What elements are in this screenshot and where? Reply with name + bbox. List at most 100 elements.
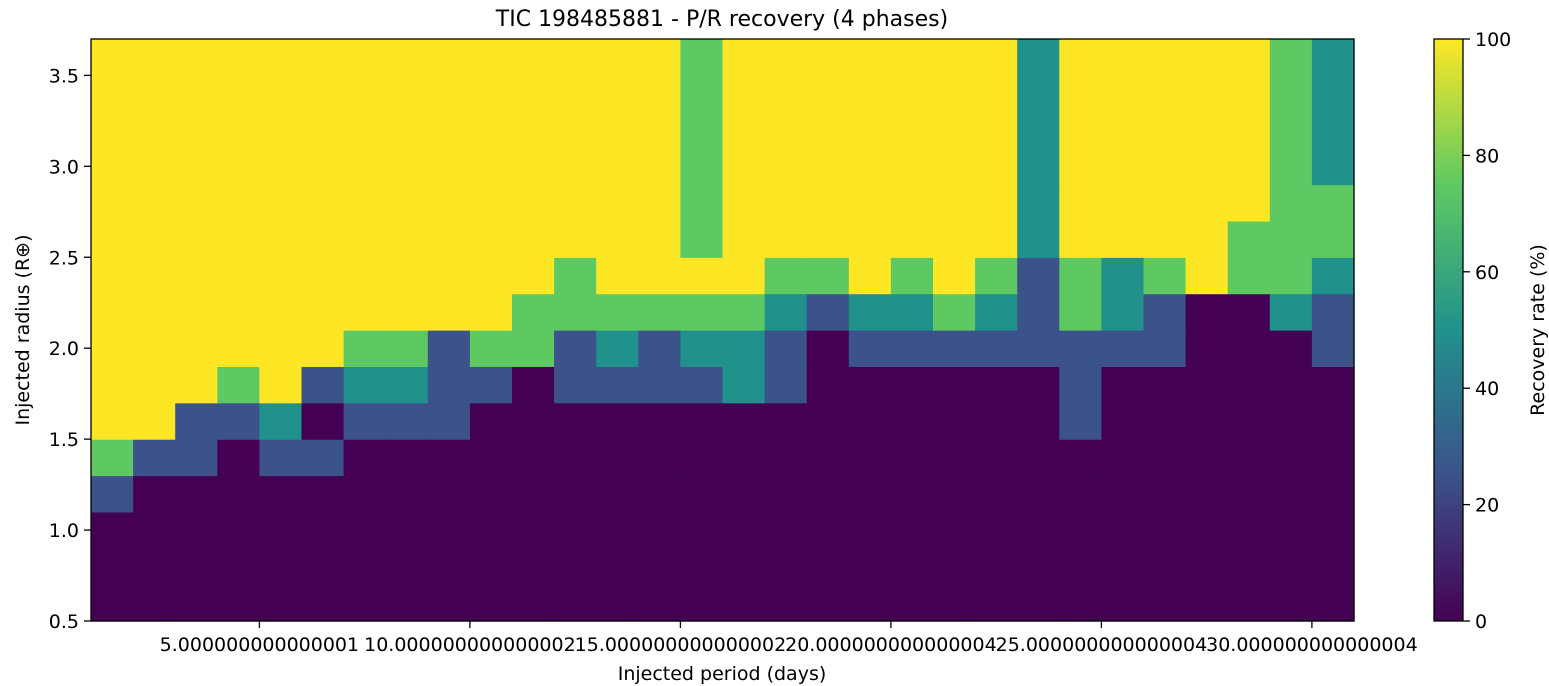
heatmap-cell xyxy=(512,293,555,331)
heatmap-cell xyxy=(1311,511,1355,622)
colorbar-tick-label: 80 xyxy=(1475,145,1499,167)
heatmap-cell xyxy=(680,184,724,222)
heatmap-cell xyxy=(469,366,513,404)
heatmap-cell xyxy=(638,475,681,513)
heatmap-cell xyxy=(217,257,260,295)
heatmap-cell xyxy=(848,257,892,295)
heatmap-cell xyxy=(596,475,639,513)
colorbar-label: Recovery rate (%) xyxy=(1527,244,1549,416)
heatmap-cell xyxy=(764,402,808,440)
heatmap-cell xyxy=(680,39,724,186)
heatmap-cell xyxy=(1017,257,1060,295)
heatmap-cell xyxy=(554,257,597,295)
heatmap-cell xyxy=(638,257,681,295)
heatmap-cell xyxy=(1059,220,1102,258)
x-axis-ticks: 5.000000000000001 10.00000000000000215.00… xyxy=(160,621,1418,656)
heatmap-cell xyxy=(1101,439,1145,477)
heatmap-cell xyxy=(385,511,429,622)
heatmap-cell xyxy=(91,184,134,222)
heatmap-cell xyxy=(890,511,934,622)
heatmap-cell xyxy=(1185,39,1229,186)
heatmap-cell xyxy=(975,511,1018,622)
heatmap-cell xyxy=(1101,220,1145,258)
heatmap-cell xyxy=(133,511,176,622)
chart-title: TIC 198485881 - P/R recovery (4 phases) xyxy=(495,7,948,32)
heatmap-cell xyxy=(301,39,345,186)
heatmap-cell xyxy=(259,402,303,440)
y-tick-label: 3.0 xyxy=(49,156,79,178)
heatmap-cell xyxy=(890,475,934,513)
heatmap-cell xyxy=(722,39,766,186)
heatmap-cell xyxy=(975,475,1018,513)
heatmap-cell xyxy=(596,39,639,186)
heatmap-cell xyxy=(554,330,597,367)
heatmap-cell xyxy=(1311,402,1355,440)
heatmap-cell xyxy=(1311,475,1355,513)
heatmap-cell xyxy=(933,511,976,622)
heatmap-cell xyxy=(596,366,639,404)
heatmap-cell xyxy=(1143,402,1187,440)
heatmap-cell xyxy=(722,257,766,295)
heatmap-cell xyxy=(301,330,345,367)
heatmap-cell xyxy=(343,402,387,440)
x-tick-label: 30.000000000000004 xyxy=(1206,634,1418,656)
heatmap-cell xyxy=(512,366,555,404)
heatmap-cell xyxy=(343,293,387,331)
heatmap-cell xyxy=(975,293,1018,331)
heatmap-cell xyxy=(848,366,892,404)
heatmap-cell xyxy=(638,402,681,440)
heatmap-cell xyxy=(806,402,850,440)
heatmap-cell xyxy=(133,366,176,404)
heatmap-cell xyxy=(133,293,176,331)
heatmap-cell xyxy=(1143,439,1187,477)
heatmap-cell xyxy=(427,220,471,258)
heatmap-cell xyxy=(1269,39,1313,186)
heatmap-cell xyxy=(1059,293,1102,331)
heatmap-cell xyxy=(133,439,176,477)
heatmap-cell xyxy=(806,330,850,367)
heatmap-cell xyxy=(933,184,976,222)
heatmap-cell xyxy=(1227,330,1271,367)
heatmap-cell xyxy=(469,402,513,440)
heatmap-cell xyxy=(469,330,513,367)
heatmap-cell xyxy=(638,511,681,622)
heatmap-cell xyxy=(1311,220,1355,258)
heatmap-cell xyxy=(933,330,976,367)
heatmap-cell xyxy=(1227,220,1271,258)
heatmap-cell xyxy=(554,293,597,331)
heatmap-cell xyxy=(848,220,892,258)
heatmap-cell xyxy=(91,366,134,404)
heatmap-cell xyxy=(427,439,471,477)
heatmap-cell xyxy=(385,475,429,513)
plot-frame xyxy=(90,38,1355,622)
heatmap-cell xyxy=(427,402,471,440)
heatmap-cell xyxy=(680,511,724,622)
heatmap-cell xyxy=(343,330,387,367)
heatmap-cell xyxy=(512,402,555,440)
heatmap-cell xyxy=(680,293,724,331)
heatmap-cell xyxy=(848,184,892,222)
heatmap-cell xyxy=(259,293,303,331)
heatmap-cell xyxy=(890,293,934,331)
heatmap-cell xyxy=(722,184,766,222)
x-tick-label: 25.000000000000004 xyxy=(996,634,1208,656)
heatmap-cell xyxy=(512,475,555,513)
heatmap-cell xyxy=(259,220,303,258)
heatmap-cell xyxy=(427,330,471,367)
heatmap-cell xyxy=(175,330,218,367)
heatmap-cell xyxy=(848,293,892,331)
heatmap-cell xyxy=(933,439,976,477)
heatmap-cell xyxy=(1227,402,1271,440)
heatmap-cell xyxy=(175,366,218,404)
heatmap-cell xyxy=(1143,257,1187,295)
heatmap-cell xyxy=(1143,366,1187,404)
heatmap-cell xyxy=(554,475,597,513)
heatmap-cell xyxy=(469,220,513,258)
heatmap-cell xyxy=(1059,439,1102,477)
heatmap-cell xyxy=(1269,257,1313,295)
heatmap-cell xyxy=(933,293,976,331)
heatmap-cell xyxy=(554,39,597,186)
heatmap-cell xyxy=(933,366,976,404)
heatmap-cell xyxy=(722,511,766,622)
